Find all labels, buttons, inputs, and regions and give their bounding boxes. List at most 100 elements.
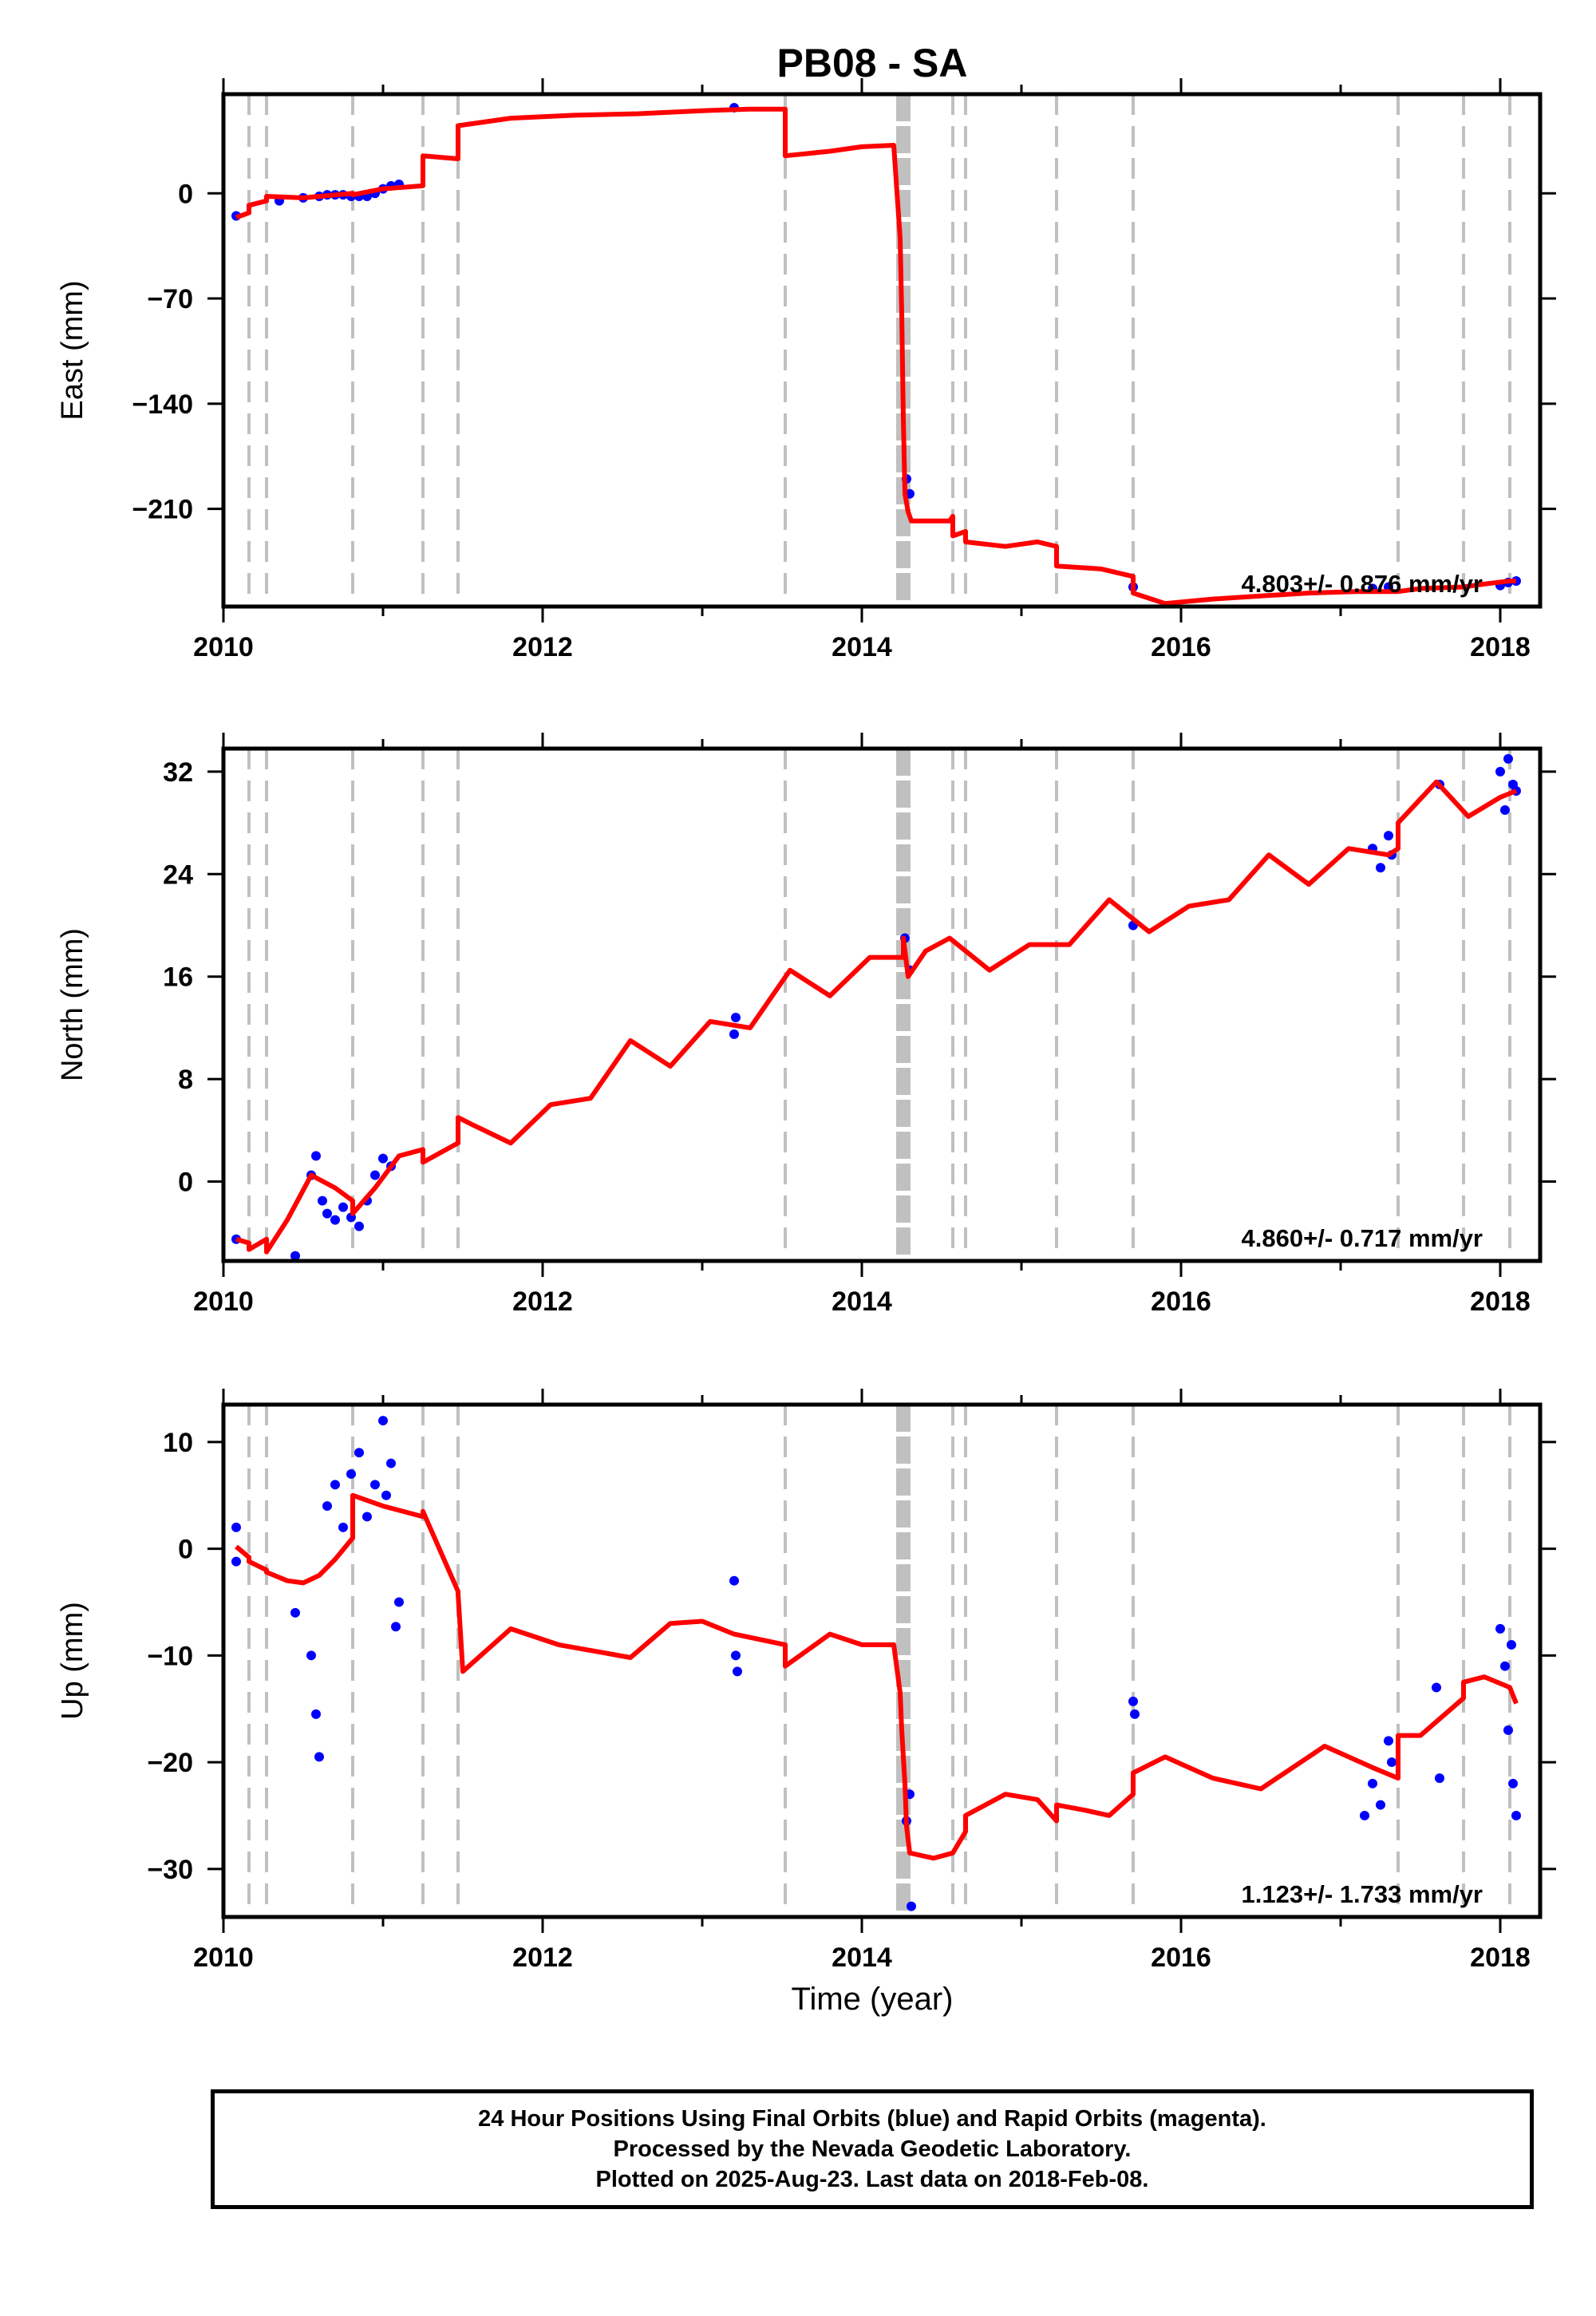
data-point (1432, 1682, 1441, 1693)
data-points (231, 1416, 1521, 1911)
x-tick-label: 2016 (1151, 1943, 1211, 1973)
data-point (1360, 1810, 1369, 1820)
data-point (1387, 1757, 1396, 1768)
y-tick-label: 0 (178, 1167, 193, 1197)
x-tick-label: 2018 (1470, 1286, 1531, 1317)
data-point (1376, 863, 1385, 873)
data-point (362, 1512, 372, 1522)
x-tick-label: 2014 (832, 1286, 892, 1317)
data-point (1384, 831, 1393, 841)
data-point (231, 1556, 241, 1567)
data-point (386, 1458, 396, 1468)
data-point (322, 1208, 332, 1219)
x-tick-label: 2016 (1151, 632, 1211, 662)
data-point (306, 1650, 316, 1661)
data-point (378, 1416, 388, 1426)
data-point (1508, 1778, 1518, 1788)
data-point (322, 1501, 332, 1512)
x-tick-label: 2014 (832, 1943, 892, 1973)
footer-line-2: Processed by the Nevada Geodetic Laborat… (613, 2136, 1132, 2162)
model-line (235, 106, 1516, 607)
x-tick-label: 2010 (193, 1943, 254, 1973)
data-point (733, 1666, 742, 1677)
x-tick-label: 2012 (512, 632, 573, 662)
y-tick-label: 8 (178, 1065, 193, 1095)
x-axis-label: Time (year) (792, 1982, 954, 2017)
y-tick-label: −20 (147, 1748, 193, 1778)
plot-frame (221, 92, 1543, 609)
y-tick-label: −210 (132, 495, 193, 525)
data-point (1500, 1661, 1510, 1671)
up-panel: 2010 2012 2014 2016 2018 10 0 −10 −20 −30 Up (mm) 1… (56, 1389, 1556, 1973)
data-point (354, 1448, 364, 1458)
data-point (231, 1522, 241, 1532)
data-point (338, 1522, 348, 1532)
plot-frame (221, 746, 1543, 1263)
x-tick-label: 2018 (1470, 632, 1531, 662)
y-tick-label: −30 (147, 1855, 193, 1885)
x-tick-label: 2012 (512, 1943, 573, 1973)
data-point (394, 1597, 404, 1607)
y-tick-label: 16 (163, 962, 193, 993)
data-point (346, 1468, 356, 1479)
data-point (330, 1480, 340, 1490)
y-tick-label: 24 (163, 860, 193, 890)
data-point (314, 1752, 324, 1762)
plot-frame (221, 1402, 1543, 1919)
east-panel: 2010 2012 2014 2016 2018 0 −70 −140 −210 East (mm… (56, 78, 1556, 662)
rate-label: 1.123+/- 1.733 mm/yr (1242, 1880, 1483, 1908)
x-tick-label: 2014 (832, 632, 892, 662)
data-point (1435, 1773, 1444, 1784)
data-point (907, 1901, 916, 1911)
x-tick-label: 2010 (193, 1286, 254, 1317)
y-axis-label: East (mm) (56, 280, 89, 420)
y-tick-label: 32 (163, 757, 193, 788)
data-point (370, 1480, 380, 1490)
data-point (1500, 805, 1510, 816)
x-tick-label: 2016 (1151, 1286, 1211, 1317)
y-tick-label: 0 (178, 179, 193, 209)
data-point (1376, 1800, 1385, 1810)
data-point (311, 1151, 321, 1161)
data-point (731, 1013, 741, 1023)
data-point (311, 1709, 321, 1719)
data-point (290, 1251, 300, 1261)
y-tick-label: 0 (178, 1535, 193, 1565)
footer-line-3: Plotted on 2025-Aug-23. Last data on 201… (595, 2167, 1149, 2192)
data-points (231, 753, 1521, 1261)
data-point (330, 1215, 340, 1225)
data-point (1511, 1810, 1521, 1820)
data-point (731, 1650, 741, 1661)
y-axis-label: North (mm) (56, 928, 89, 1081)
x-tick-label: 2012 (512, 1286, 573, 1317)
data-point (1507, 1639, 1516, 1650)
data-point (1130, 1709, 1140, 1719)
y-tick-label: −70 (147, 284, 193, 314)
model-line (235, 779, 1518, 1255)
data-point (1128, 1696, 1138, 1706)
rate-label: 4.860+/- 0.717 mm/yr (1242, 1224, 1483, 1252)
north-panel: 2010 2012 2014 2016 2018 32 24 16 8 0 North (mm) 4.… (56, 733, 1556, 1317)
data-point (1368, 1778, 1377, 1788)
data-point (729, 1575, 739, 1586)
data-point (1503, 1725, 1513, 1735)
x-tick-label: 2010 (193, 632, 254, 662)
rate-label: 4.803+/- 0.876 mm/yr (1242, 570, 1483, 598)
footer-box: 24 Hour Positions Using Final Orbits (bl… (211, 2089, 1534, 2209)
figure-title: PB08 - SA (777, 41, 968, 85)
data-point (1495, 766, 1505, 777)
x-tick-label: 2018 (1470, 1943, 1531, 1973)
data-point (378, 1153, 388, 1164)
data-point (1384, 1736, 1393, 1746)
y-tick-label: −140 (132, 389, 193, 420)
footer-line-1: 24 Hour Positions Using Final Orbits (bl… (478, 2106, 1266, 2132)
data-point (381, 1490, 391, 1500)
y-axis-label: Up (mm) (56, 1602, 89, 1720)
y-tick-label: −10 (147, 1641, 193, 1671)
data-point (1495, 1623, 1505, 1634)
data-point (354, 1221, 364, 1231)
data-point (318, 1196, 327, 1206)
data-point (338, 1202, 348, 1212)
data-point (391, 1622, 401, 1632)
